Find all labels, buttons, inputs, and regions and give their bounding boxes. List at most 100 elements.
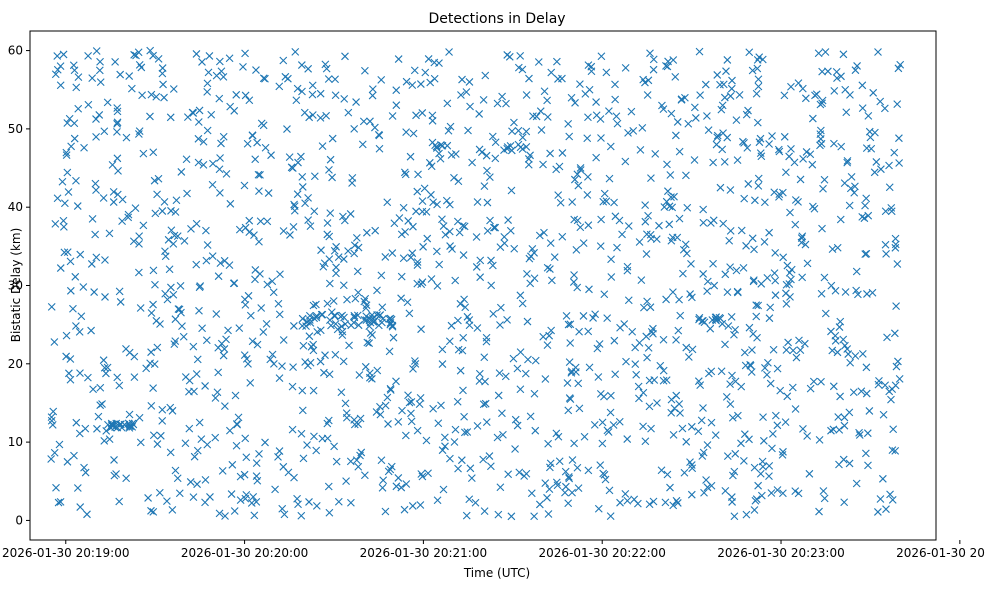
data-point bbox=[732, 266, 741, 275]
data-point bbox=[345, 341, 353, 350]
data-point bbox=[860, 214, 869, 223]
data-point bbox=[289, 363, 297, 372]
data-point bbox=[306, 222, 315, 231]
data-point bbox=[192, 260, 201, 269]
data-point bbox=[765, 314, 774, 323]
data-point bbox=[662, 62, 670, 70]
data-point bbox=[309, 346, 318, 355]
data-point bbox=[135, 232, 144, 240]
data-point bbox=[855, 431, 864, 439]
data-point bbox=[818, 224, 826, 233]
data-point bbox=[643, 297, 651, 306]
data-point bbox=[828, 346, 837, 355]
data-point bbox=[411, 360, 420, 368]
data-point bbox=[700, 488, 708, 497]
data-point bbox=[360, 297, 369, 306]
data-point bbox=[202, 226, 210, 235]
data-point bbox=[134, 48, 143, 57]
data-point bbox=[363, 338, 372, 347]
data-point bbox=[259, 328, 268, 336]
data-point bbox=[480, 353, 489, 362]
data-point bbox=[785, 152, 793, 161]
data-point bbox=[116, 298, 125, 306]
data-point bbox=[879, 410, 888, 419]
data-point bbox=[486, 216, 494, 225]
data-point bbox=[252, 497, 261, 506]
data-point bbox=[418, 278, 427, 287]
data-point bbox=[317, 246, 325, 255]
data-point bbox=[565, 474, 574, 483]
data-point bbox=[53, 65, 62, 74]
data-point bbox=[256, 170, 264, 179]
x-tick-label: 2026-01-30 20:20:00 bbox=[181, 546, 308, 560]
data-point bbox=[432, 144, 441, 152]
data-point bbox=[684, 119, 693, 128]
data-point bbox=[545, 331, 554, 340]
data-point bbox=[195, 306, 203, 315]
data-point bbox=[516, 385, 525, 394]
data-point bbox=[456, 366, 465, 375]
data-point bbox=[47, 416, 56, 425]
data-point bbox=[894, 64, 903, 73]
data-point bbox=[852, 479, 861, 488]
data-point bbox=[794, 489, 803, 498]
data-point bbox=[255, 450, 263, 458]
data-point bbox=[891, 381, 900, 390]
data-point bbox=[404, 217, 413, 225]
data-point bbox=[892, 302, 900, 311]
data-point bbox=[605, 486, 614, 495]
data-point bbox=[827, 327, 835, 336]
data-point bbox=[75, 327, 84, 336]
data-point bbox=[309, 301, 318, 310]
data-point bbox=[496, 483, 505, 492]
data-point bbox=[418, 197, 427, 205]
data-point bbox=[546, 149, 554, 158]
data-point bbox=[707, 418, 716, 427]
data-point bbox=[483, 227, 492, 235]
data-point bbox=[576, 166, 585, 174]
data-point bbox=[459, 333, 468, 342]
data-point bbox=[377, 456, 386, 465]
data-point bbox=[677, 95, 686, 104]
y-tick-label: 0 bbox=[15, 513, 23, 527]
data-point bbox=[862, 194, 871, 203]
data-point bbox=[56, 264, 65, 272]
data-point bbox=[79, 283, 88, 291]
data-point bbox=[831, 336, 840, 345]
data-point bbox=[195, 106, 204, 115]
data-point bbox=[325, 508, 334, 517]
data-point bbox=[799, 155, 808, 163]
data-point bbox=[340, 216, 349, 225]
data-point bbox=[278, 362, 286, 371]
data-point bbox=[171, 315, 180, 324]
data-point bbox=[785, 268, 794, 277]
data-point bbox=[809, 377, 818, 386]
data-point bbox=[845, 201, 854, 210]
data-point bbox=[690, 103, 699, 112]
data-point bbox=[105, 229, 114, 238]
data-point bbox=[194, 158, 203, 167]
data-point bbox=[701, 80, 710, 89]
data-point bbox=[672, 335, 680, 344]
data-point bbox=[299, 454, 308, 463]
data-point bbox=[751, 196, 759, 205]
data-point bbox=[446, 122, 455, 131]
data-point bbox=[601, 475, 610, 484]
data-point bbox=[151, 209, 160, 218]
data-point bbox=[62, 151, 71, 159]
data-point bbox=[670, 192, 678, 201]
data-point bbox=[421, 68, 430, 77]
data-point bbox=[657, 466, 666, 475]
data-point bbox=[70, 451, 78, 460]
data-point bbox=[611, 212, 620, 221]
data-point bbox=[479, 400, 488, 409]
data-point bbox=[771, 411, 780, 420]
data-point bbox=[176, 281, 185, 290]
data-point bbox=[218, 466, 227, 475]
data-point bbox=[251, 266, 260, 274]
data-point bbox=[558, 232, 567, 241]
data-point bbox=[66, 355, 75, 363]
data-point bbox=[103, 363, 112, 372]
data-point bbox=[47, 413, 56, 422]
data-point bbox=[451, 425, 460, 434]
